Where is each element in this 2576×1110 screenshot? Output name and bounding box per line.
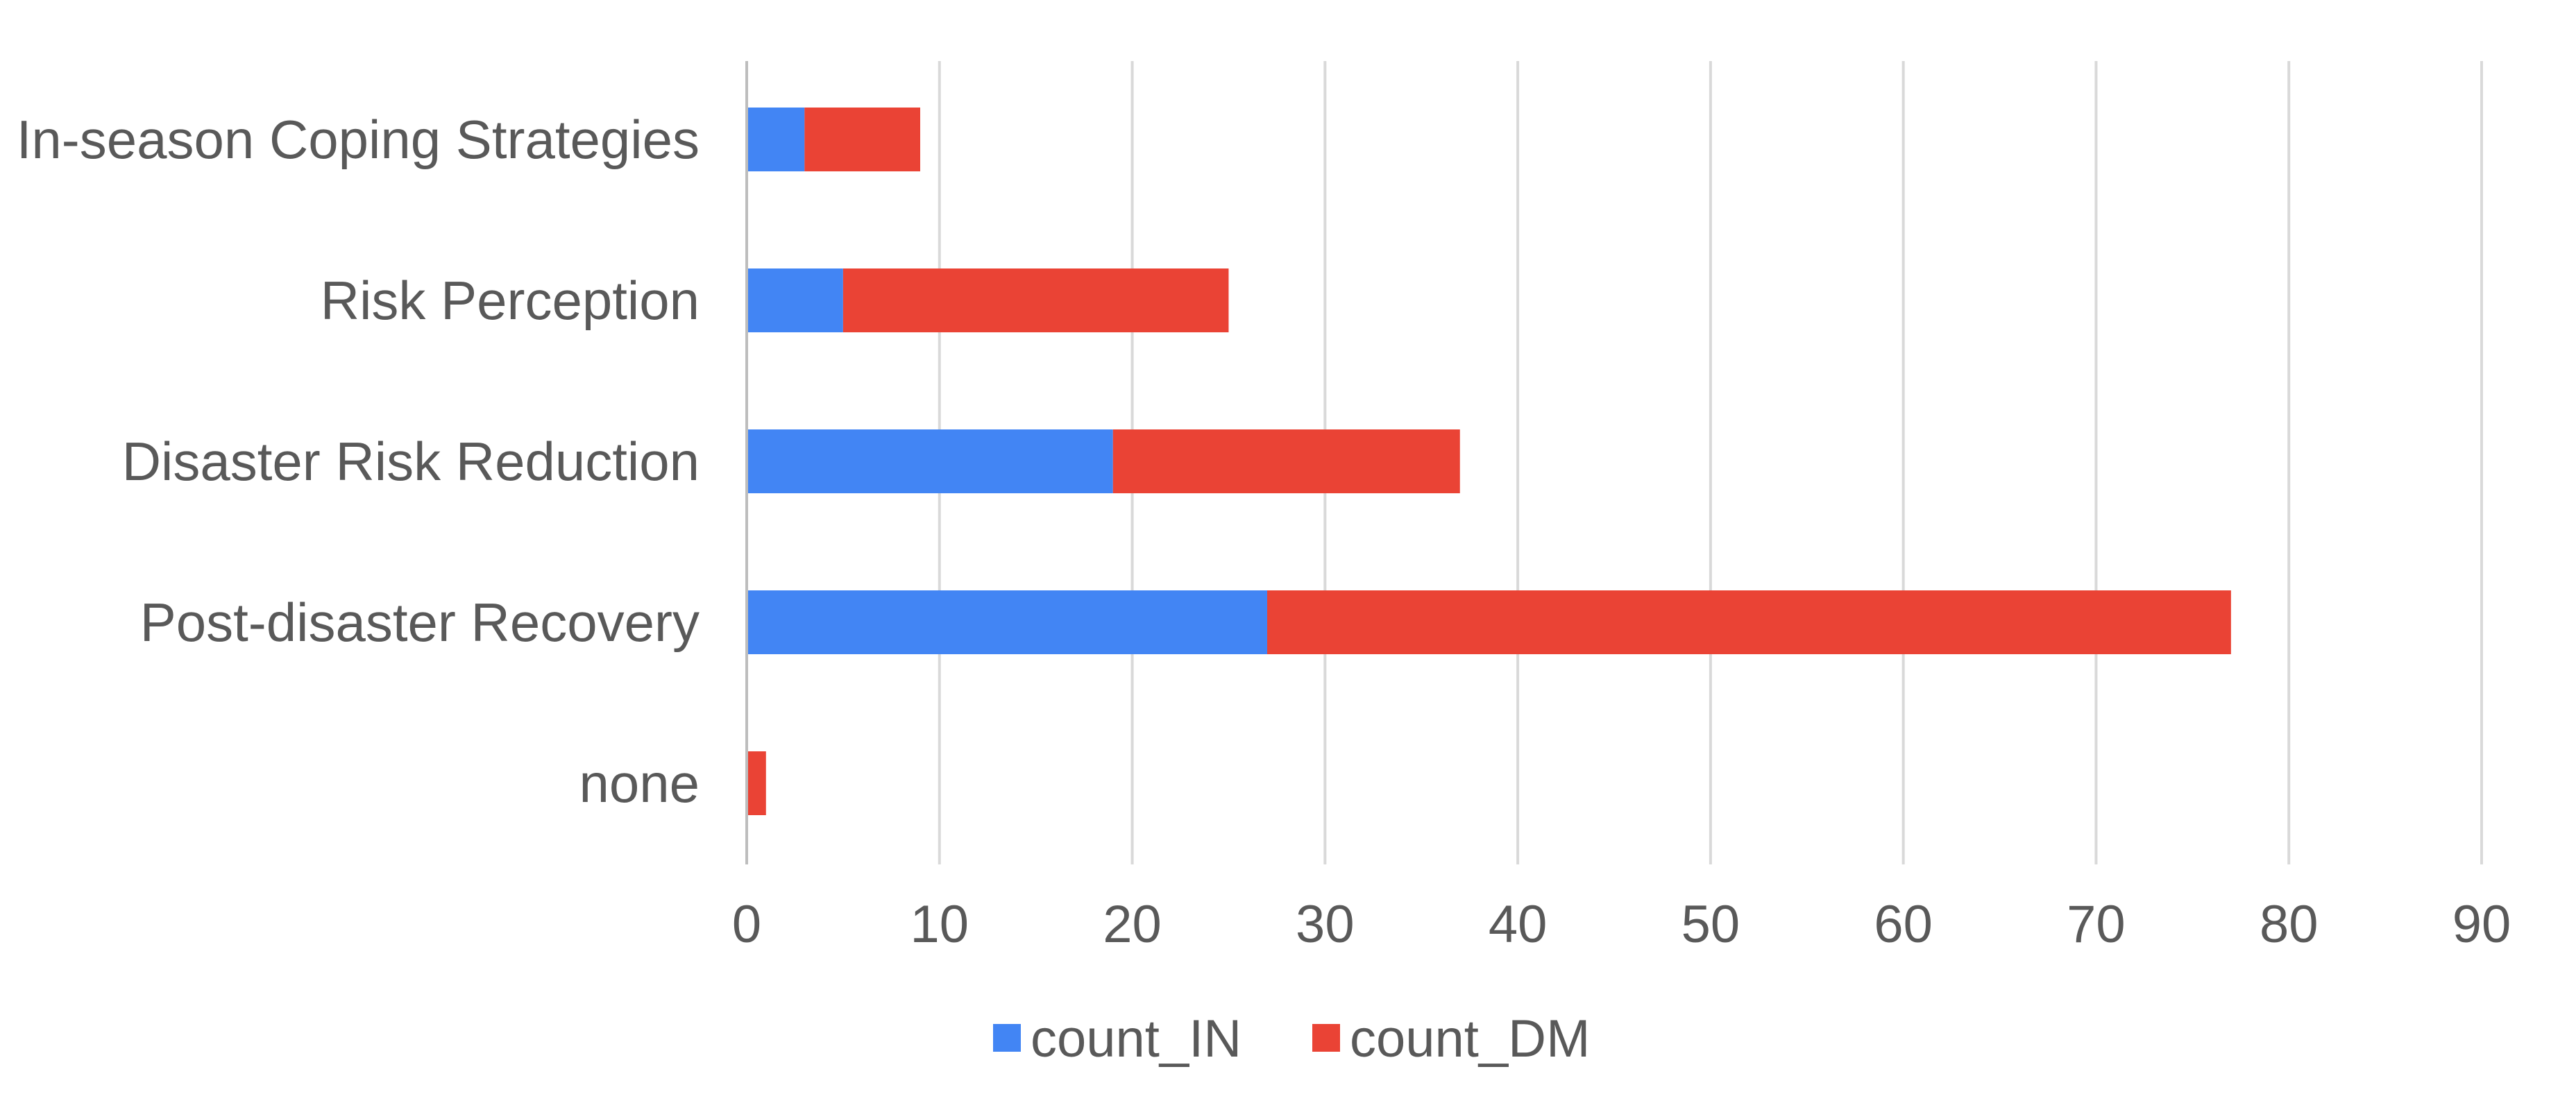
- legend-swatch-count_DM: [1312, 1024, 1340, 1052]
- x-tick-label-70: 70: [2067, 895, 2126, 954]
- x-tick-label-80: 80: [2260, 895, 2319, 954]
- x-tick-label-20: 20: [1103, 895, 1162, 954]
- bar-count_IN-2: [747, 429, 1113, 493]
- x-tick-label-90: 90: [2452, 895, 2511, 954]
- grid-lines: [938, 61, 2483, 864]
- category-label: Post-disaster Recovery: [140, 592, 700, 653]
- x-tick-label-30: 30: [1296, 895, 1355, 954]
- category-label: Risk Perception: [321, 270, 700, 331]
- category-label: In-season Coping Strategies: [17, 109, 700, 170]
- category-label: Disaster Risk Reduction: [122, 431, 700, 492]
- legend-label-count_IN: count_IN: [1031, 1009, 1242, 1068]
- bar-count_DM-1: [842, 268, 1229, 332]
- category-labels: In-season Coping Strategies Risk Percepti…: [17, 109, 700, 814]
- legend-swatch-count_IN: [993, 1024, 1021, 1052]
- x-tick-label-50: 50: [1681, 895, 1740, 954]
- bars: [747, 108, 2231, 815]
- bar-count_DM-3: [1267, 590, 2231, 654]
- legend: count_IN count_DM: [993, 1009, 1590, 1068]
- x-tick-label-10: 10: [910, 895, 969, 954]
- bar-count_IN-0: [747, 108, 805, 171]
- bar-count_DM-2: [1112, 429, 1460, 493]
- x-tick-label-60: 60: [1874, 895, 1933, 954]
- legend-label-count_DM: count_DM: [1350, 1009, 1590, 1068]
- x-tick-labels: 0 10 20 30 40 50 60 70 80 90: [732, 895, 2511, 954]
- x-tick-label-40: 40: [1489, 895, 1548, 954]
- bar-count_IN-3: [747, 590, 1267, 654]
- bar-count_IN-1: [747, 268, 843, 332]
- x-tick-label-0: 0: [732, 895, 761, 954]
- category-label: none: [579, 753, 700, 814]
- bar-count_DM-4: [747, 751, 766, 815]
- bar-count_DM-0: [804, 108, 920, 171]
